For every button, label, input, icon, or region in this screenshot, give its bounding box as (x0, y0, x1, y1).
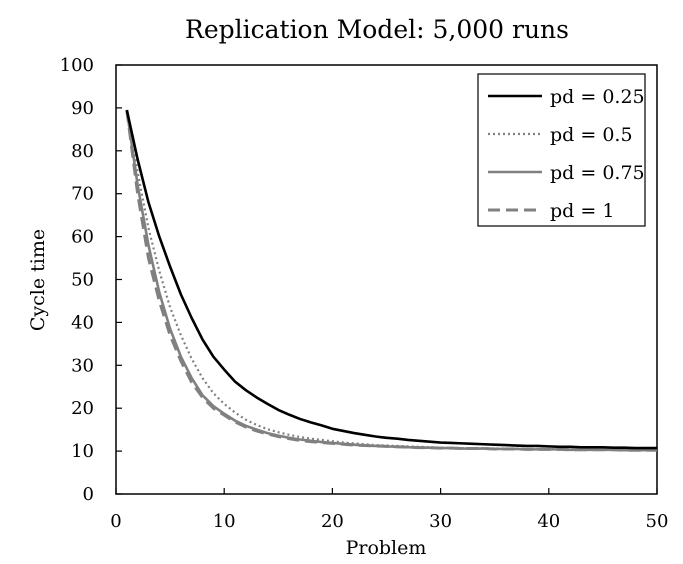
series-lines (125, 109, 657, 452)
legend-label-3: pd = 0.75 (550, 162, 645, 184)
y-tick-label: 100 (60, 55, 94, 76)
y-tick-label: 70 (71, 184, 94, 205)
x-tick-label: 30 (429, 511, 452, 532)
y-axis-ticks: 0 10 20 30 40 50 60 70 80 90 100 (60, 55, 122, 505)
y-axis-label: Cycle time (27, 229, 49, 331)
y-tick-label: 80 (71, 141, 94, 162)
legend-label-2: pd = 0.5 (550, 124, 633, 146)
legend-box (477, 73, 646, 227)
y-tick-label: 10 (71, 441, 94, 462)
series-line-1 (125, 109, 657, 450)
y-tick-label: 60 (71, 227, 94, 248)
series-line-2 (125, 109, 657, 451)
y-tick-label: 40 (71, 312, 94, 333)
legend-label-4: pd = 1 (550, 200, 614, 222)
x-tick-label: 40 (537, 511, 560, 532)
x-tick-label: 10 (213, 511, 236, 532)
x-tick-label: 50 (646, 511, 669, 532)
x-axis-label: Problem (346, 537, 427, 559)
x-tick-label: 20 (321, 511, 344, 532)
y-tick-label: 20 (71, 398, 94, 419)
y-tick-label: 50 (71, 270, 94, 291)
legend: pd = 0.25 pd = 0.5 pd = 0.75 pd = 1 (477, 73, 646, 227)
y-tick-label: 0 (83, 484, 94, 505)
legend-label-1: pd = 0.25 (550, 86, 645, 108)
y-tick-label: 30 (71, 355, 94, 376)
x-axis-ticks: 0 10 20 30 40 50 (110, 488, 668, 532)
y-tick-label: 90 (71, 98, 94, 119)
chart-title: Replication Model: 5,000 runs (185, 15, 569, 44)
x-tick-label: 0 (110, 511, 121, 532)
